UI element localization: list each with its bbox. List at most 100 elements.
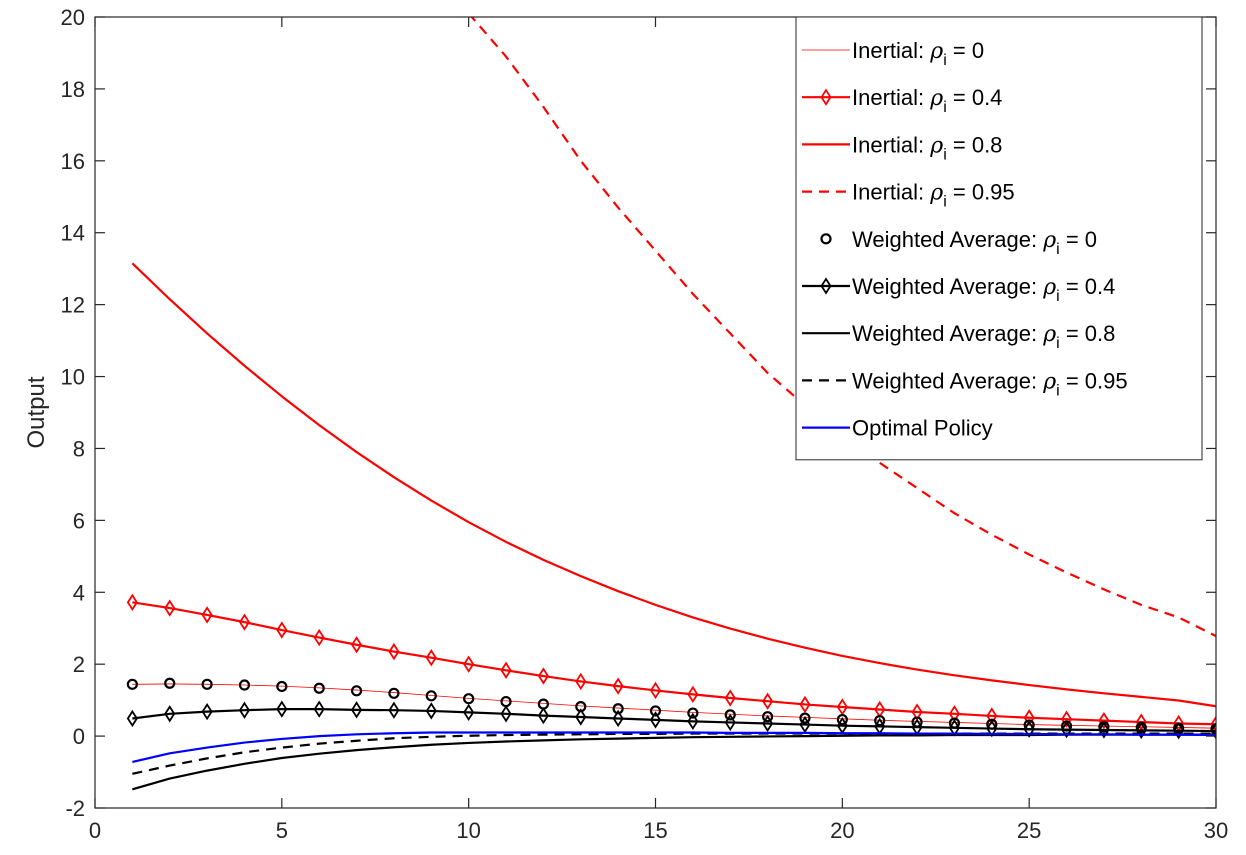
diamond-marker: [575, 672, 587, 691]
circle-marker: [687, 707, 699, 719]
diamond-marker: [1023, 709, 1035, 727]
diamond-marker: [820, 277, 832, 295]
diamond-marker: [425, 702, 437, 720]
circle-marker: [313, 682, 325, 694]
legend-box: [795, 16, 1203, 461]
circle-marker: [164, 677, 176, 689]
diamond-marker: [1135, 713, 1147, 731]
circle-marker: [425, 690, 437, 702]
x-tick-label: 15: [643, 818, 667, 843]
circle-marker: [874, 715, 886, 727]
series-line: [132, 601, 1216, 726]
series-layer: [126, 17, 1216, 791]
diamond-marker: [313, 628, 325, 647]
series-3: [131, 262, 1216, 708]
legend-label: Optimal Policy: [852, 416, 993, 441]
diamond-marker: [1173, 722, 1185, 740]
y-tick-label: 20: [61, 5, 85, 30]
diamond-marker: [575, 708, 587, 726]
x-tick-label: 5: [276, 818, 288, 843]
diamond-marker: [463, 655, 475, 673]
diamond-marker: [537, 706, 549, 725]
circle-marker: [201, 678, 213, 690]
legend-item: Weighted Average: ρi = 0: [820, 227, 1097, 258]
y-axis-label: Output: [23, 376, 50, 448]
diamond-marker: [425, 649, 437, 667]
legend-label: Weighted Average: ρi = 0: [852, 227, 1097, 258]
circle-marker: [126, 678, 138, 690]
diamond-marker: [1210, 715, 1216, 733]
diamond-marker: [649, 711, 662, 729]
diamond-marker: [350, 636, 363, 654]
circle-marker: [276, 680, 288, 693]
x-tick-label: 30: [1204, 818, 1228, 843]
diamond-marker: [1098, 711, 1110, 730]
legend-item: Inertial: ρi = 0: [802, 38, 984, 69]
x-tick-label: 20: [830, 818, 854, 843]
series-line: [132, 683, 1216, 729]
diamond-marker: [799, 695, 811, 714]
legend-label: Weighted Average: ρi = 0.4: [852, 274, 1115, 305]
diamond-marker: [500, 705, 512, 723]
diamond-marker: [1098, 721, 1110, 739]
y-tick-label: 10: [61, 365, 85, 390]
series-9: [132, 731, 1216, 764]
diamond-marker: [238, 613, 251, 631]
y-tick-label: -2: [65, 796, 85, 821]
diamond-marker: [313, 700, 325, 718]
y-tick-label: 4: [73, 580, 85, 605]
y-tick-label: 12: [61, 293, 85, 318]
legend-item: Inertial: ρi = 0.8: [802, 132, 1002, 163]
legend-label: Inertial: ρi = 0.8: [852, 132, 1002, 163]
series-line: [132, 731, 1216, 764]
diamond-marker: [724, 689, 736, 707]
legend-item: Inertial: ρi = 0.95: [802, 180, 1015, 211]
diamond-marker: [537, 667, 549, 685]
circle-marker: [836, 713, 848, 726]
circle-marker: [649, 705, 662, 717]
diamond-marker: [762, 714, 774, 733]
x-tick-label: 10: [456, 818, 480, 843]
circle-marker: [238, 679, 251, 691]
circle-marker: [463, 693, 475, 705]
series-line: [131, 262, 1216, 708]
diamond-marker: [350, 701, 363, 719]
diamond-marker: [201, 702, 213, 721]
legend-item: Inertial: ρi = 0.4: [802, 85, 1002, 116]
legend-label: Inertial: ρi = 0.95: [852, 180, 1015, 211]
legend: Inertial: ρi = 0 Inertial: ρi = 0.4 Inerti…: [795, 16, 1203, 461]
legend-label: Weighted Average: ρi = 0.95: [852, 368, 1128, 399]
diamond-marker: [649, 681, 662, 700]
diamond-marker: [612, 709, 624, 728]
diamond-marker: [1210, 722, 1216, 740]
diamond-marker: [799, 715, 811, 734]
series-6: [126, 700, 1216, 740]
circle-marker: [820, 233, 832, 245]
diamond-marker: [276, 621, 288, 639]
diamond-marker: [500, 661, 512, 679]
diamond-marker: [201, 606, 213, 624]
y-tick-label: 16: [61, 149, 85, 174]
diamond-marker: [1023, 720, 1035, 738]
y-tick-label: 14: [61, 221, 85, 246]
x-tick-label: 0: [89, 818, 101, 843]
diamond-marker: [612, 677, 624, 695]
legend-label: Weighted Average: ρi = 0.8: [852, 321, 1115, 352]
circle-marker: [388, 687, 400, 699]
diamond-marker: [164, 705, 176, 723]
diamond-marker: [463, 703, 475, 722]
circle-marker: [612, 703, 624, 715]
diamond-marker: [762, 692, 774, 710]
series-1: [132, 683, 1216, 729]
series-line: [132, 708, 1216, 733]
diamond-marker: [820, 88, 832, 106]
legend-label: Inertial: ρi = 0.4: [852, 85, 1002, 116]
legend-item: Weighted Average: ρi = 0.4: [802, 274, 1115, 305]
diamond-marker: [388, 701, 400, 719]
legend-item: Optimal Policy: [802, 416, 993, 441]
diamond-marker: [164, 599, 176, 617]
y-tick-label: 6: [73, 508, 85, 533]
diamond-marker: [687, 712, 699, 731]
diamond-marker: [238, 701, 251, 719]
